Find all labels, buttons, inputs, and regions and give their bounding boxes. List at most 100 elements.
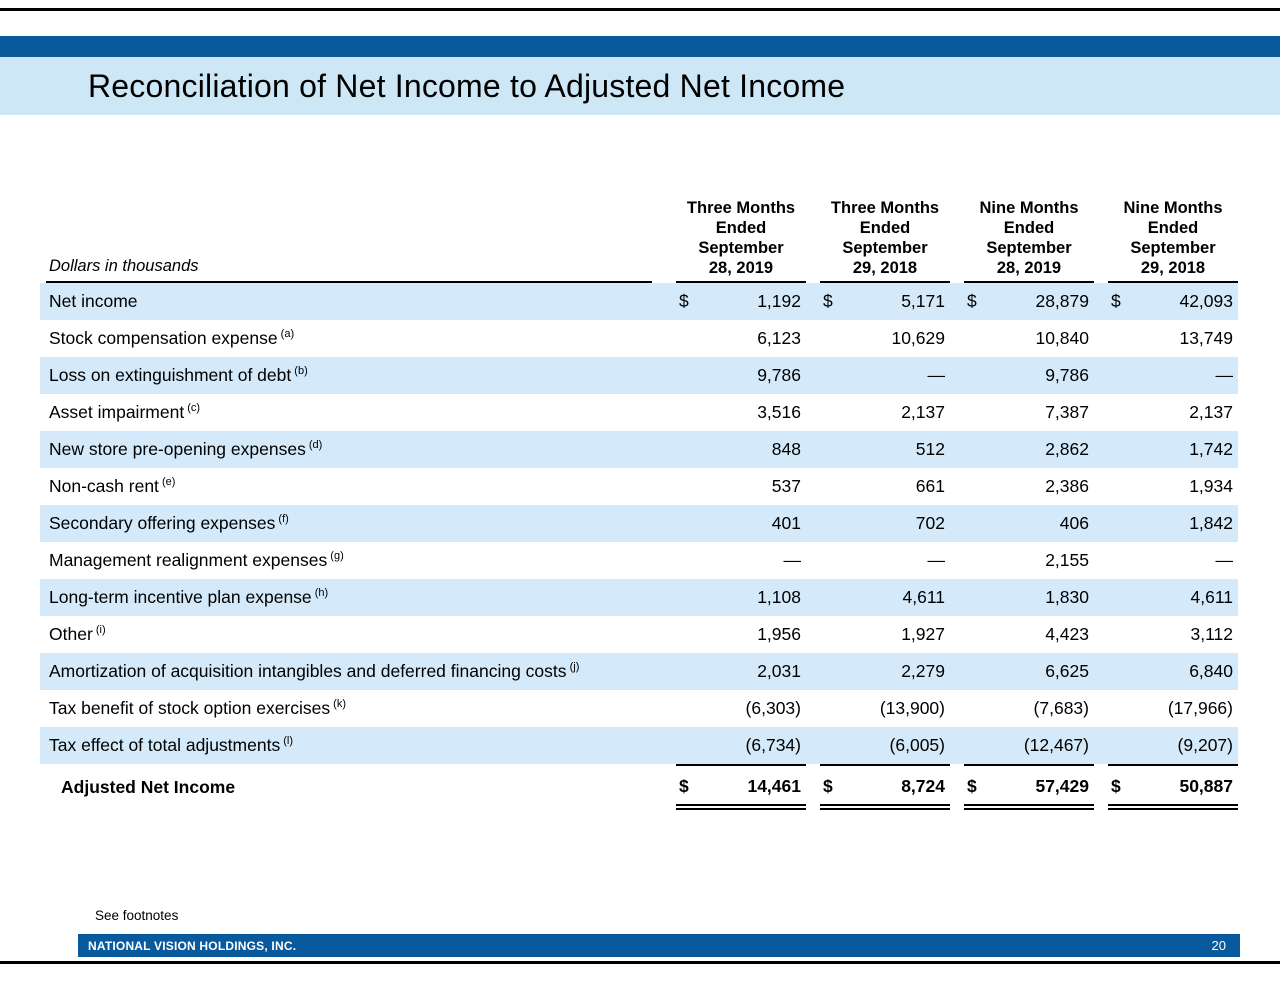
cell-value: (13,900): [879, 698, 945, 718]
cell-value: —: [927, 550, 946, 570]
column-header-nine-months-2019: Nine Months Ended September 28, 2019: [950, 198, 1094, 283]
value-cell: 2,137: [1094, 394, 1238, 431]
value-cell: 2,137: [806, 394, 950, 431]
cell-value: 2,031: [757, 661, 801, 681]
cell-value: 7,387: [1045, 402, 1089, 422]
cell-value: (12,467): [1023, 735, 1089, 755]
see-footnotes-note: See footnotes: [95, 908, 179, 923]
value-cell: 9,786: [662, 357, 806, 394]
table-row: Asset impairment (c) 3,516 2,137 7,387 2,137: [40, 394, 1238, 431]
value-cell: (17,966): [1094, 690, 1238, 727]
table-row: Tax benefit of stock option exercises (k…: [40, 690, 1238, 727]
column-header-three-months-2019: Three Months Ended September 28, 2019: [662, 198, 806, 283]
value-cell: 1,927: [806, 616, 950, 653]
value-cell: 9,786: [950, 357, 1094, 394]
value-cell: 4,611: [1094, 579, 1238, 616]
total-row: Adjusted Net Income $14,461 $8,724 $57,429 $…: [40, 764, 1238, 810]
cell-value: 6,625: [1045, 661, 1089, 681]
cell-value: 10,840: [1035, 328, 1089, 348]
value-cell: (6,734): [662, 727, 806, 764]
cell-value: —: [927, 365, 946, 385]
row-label: Adjusted Net Income: [61, 776, 236, 797]
value-cell: 6,840: [1094, 653, 1238, 690]
header-line: September: [698, 239, 784, 257]
cell-value: —: [783, 550, 802, 570]
table-row: Long-term incentive plan expense (h) 1,10…: [40, 579, 1238, 616]
table-row: Management realignment expenses (g) — — 2,1…: [40, 542, 1238, 579]
header-line: 28, 2019: [708, 259, 774, 277]
cell-value: 9,786: [1045, 365, 1089, 385]
header-line: 29, 2018: [852, 259, 918, 277]
cell-value: (7,683): [1033, 698, 1089, 718]
value-cell: —: [806, 357, 950, 394]
cell-value: 14,461: [747, 776, 801, 796]
cell-value: 6,123: [757, 328, 801, 348]
cell-value: 3,112: [1190, 624, 1234, 644]
value-cell: 1,956: [662, 616, 806, 653]
reconciliation-table: Dollars in thousands Three Months Ended …: [40, 198, 1238, 810]
footnote-ref: (a): [277, 328, 295, 341]
value-cell: $57,429: [950, 764, 1094, 810]
value-cell: 4,423: [950, 616, 1094, 653]
cell-value: —: [1215, 550, 1234, 570]
cell-value: 28,879: [1035, 291, 1089, 311]
cell-value: —: [1215, 365, 1234, 385]
value-cell: 848: [662, 431, 806, 468]
value-cell: 661: [806, 468, 950, 505]
cell-value: 2,386: [1045, 476, 1089, 496]
value-cell: 6,625: [950, 653, 1094, 690]
footer-bar: NATIONAL VISION HOLDINGS, INC. 20: [78, 934, 1240, 957]
header-line: September: [986, 239, 1072, 257]
table-row: Stock compensation expense (a) 6,123 10,62…: [40, 320, 1238, 357]
company-name: NATIONAL VISION HOLDINGS, INC.: [88, 938, 297, 953]
currency-symbol: $: [1111, 776, 1121, 796]
value-cell: $14,461: [662, 764, 806, 810]
cell-value: 3,516: [757, 402, 801, 422]
bottom-rule: [0, 961, 1280, 964]
column-header-nine-months-2018: Nine Months Ended September 29, 2018: [1094, 198, 1238, 283]
currency-symbol: $: [967, 776, 977, 796]
value-cell: $28,879: [950, 283, 1094, 320]
cell-value: 2,279: [901, 661, 945, 681]
cell-value: 537: [771, 476, 801, 496]
cell-value: 2,155: [1045, 550, 1089, 570]
cell-value: 4,423: [1045, 624, 1089, 644]
row-label: Tax effect of total adjustments (l): [49, 735, 294, 755]
table-row: Secondary offering expenses (f) 401 702 406…: [40, 505, 1238, 542]
cell-value: 2,137: [901, 402, 945, 422]
cell-value: 401: [771, 513, 801, 533]
title-band: Reconciliation of Net Income to Adjusted…: [0, 57, 1280, 115]
cell-value: 406: [1059, 513, 1089, 533]
value-cell: (7,683): [950, 690, 1094, 727]
cell-value: 1,934: [1189, 476, 1233, 496]
cell-value: 8,724: [901, 776, 945, 796]
cell-value: 9,786: [757, 365, 801, 385]
value-cell: 537: [662, 468, 806, 505]
page-title: Reconciliation of Net Income to Adjusted…: [88, 67, 846, 104]
footnote-ref: (k): [330, 698, 347, 711]
value-cell: —: [806, 542, 950, 579]
cell-value: (6,005): [889, 735, 945, 755]
footnote-ref: (b): [291, 365, 308, 378]
row-label: Stock compensation expense (a): [49, 328, 295, 348]
value-cell: 702: [806, 505, 950, 542]
value-cell: 2,386: [950, 468, 1094, 505]
cell-value: 1,108: [757, 587, 801, 607]
footnote-ref: (g): [327, 550, 344, 563]
table-row: Non-cash rent (e) 537 661 2,386 1,934: [40, 468, 1238, 505]
header-line: Nine Months: [1123, 199, 1223, 217]
cell-value: 1,842: [1189, 513, 1233, 533]
value-cell: 1,108: [662, 579, 806, 616]
cell-value: 1,192: [757, 291, 801, 311]
cell-value: 42,093: [1179, 291, 1233, 311]
footnote-ref: (d): [305, 439, 323, 452]
value-cell: —: [662, 542, 806, 579]
value-cell: 2,862: [950, 431, 1094, 468]
value-cell: 2,031: [662, 653, 806, 690]
cell-value: (9,207): [1177, 735, 1233, 755]
value-cell: 1,842: [1094, 505, 1238, 542]
cell-value: (6,303): [745, 698, 801, 718]
footnote-ref: (e): [158, 476, 176, 489]
value-cell: 1,934: [1094, 468, 1238, 505]
value-cell: 13,749: [1094, 320, 1238, 357]
